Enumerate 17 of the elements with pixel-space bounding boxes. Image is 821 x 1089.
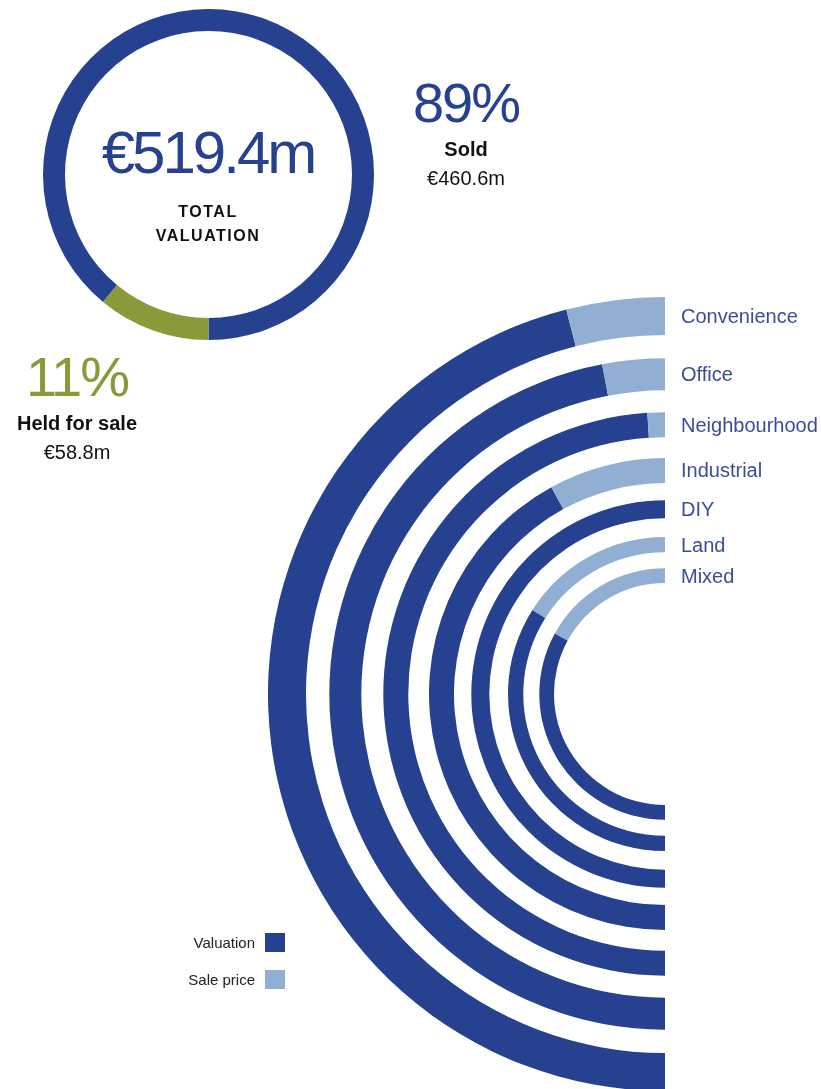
slice-label: Mixed [681, 563, 735, 588]
data-label: 11% [25, 345, 129, 408]
slice-label: Land [681, 532, 726, 557]
legend-label: Sale price [188, 971, 255, 988]
text: €58.8m [43, 441, 111, 463]
slice-label: Industrial [681, 458, 763, 483]
data-label: 89% [411, 71, 521, 134]
slice-label: Office [681, 362, 733, 387]
slice-label: Sold [443, 137, 489, 162]
text: €519.4m [100, 118, 316, 187]
legend-label: Valuation [193, 934, 255, 951]
slice-label: Neighbourhood [681, 412, 818, 437]
text: TOTAL VALUATION [154, 202, 262, 246]
slice-label: Convenience [681, 304, 798, 328]
slice-label: DIY [681, 497, 715, 522]
slice-label: Held for sale [15, 411, 138, 436]
text: €460.6m [427, 167, 505, 189]
